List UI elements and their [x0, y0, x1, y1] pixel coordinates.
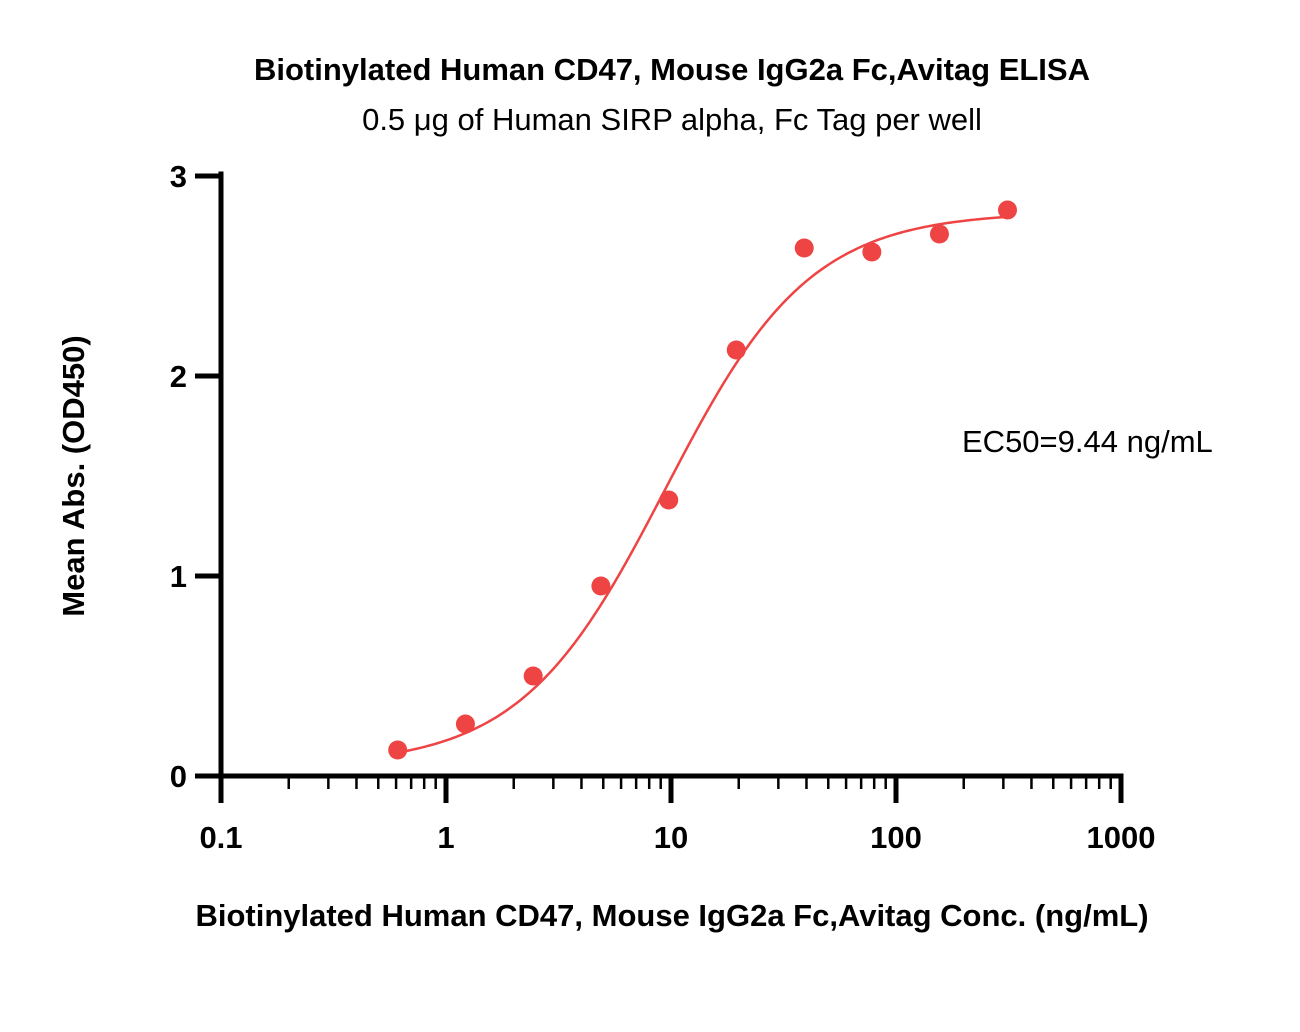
- data-point: [659, 490, 679, 510]
- x-axis-label: Biotinylated Human CD47, Mouse IgG2a Fc,…: [195, 898, 1148, 933]
- y-tick-label: 1: [170, 559, 187, 594]
- y-tick-label: 2: [170, 359, 187, 394]
- fit-curve: [397, 215, 1008, 754]
- data-point: [794, 238, 814, 258]
- ec50-annotation: EC50=9.44 ng/mL: [962, 424, 1213, 459]
- y-tick-label: 0: [170, 759, 187, 794]
- data-point: [455, 714, 475, 734]
- data-point: [591, 576, 611, 596]
- data-points-group: [388, 200, 1017, 760]
- data-point: [929, 224, 949, 244]
- chart-title: Biotinylated Human CD47, Mouse IgG2a Fc,…: [254, 52, 1090, 87]
- x-tick-label: 1000: [1087, 820, 1156, 855]
- x-tick-label: 100: [870, 820, 922, 855]
- axes-group: 0 1 2 3 0.1 1 10 100 1000: [170, 159, 1156, 855]
- data-point: [523, 666, 543, 686]
- chart-subtitle: 0.5 μg of Human SIRP alpha, Fc Tag per w…: [362, 102, 982, 137]
- x-tick-label: 10: [654, 820, 688, 855]
- data-point: [388, 740, 408, 760]
- x-tick-label: 0.1: [199, 820, 242, 855]
- data-point: [862, 242, 882, 262]
- y-tick-label: 3: [170, 159, 187, 194]
- fit-curve-group: [397, 215, 1008, 754]
- data-point: [997, 200, 1017, 220]
- y-axis-label: Mean Abs. (OD450): [56, 335, 91, 616]
- data-point: [726, 340, 746, 360]
- x-tick-label: 1: [437, 820, 454, 855]
